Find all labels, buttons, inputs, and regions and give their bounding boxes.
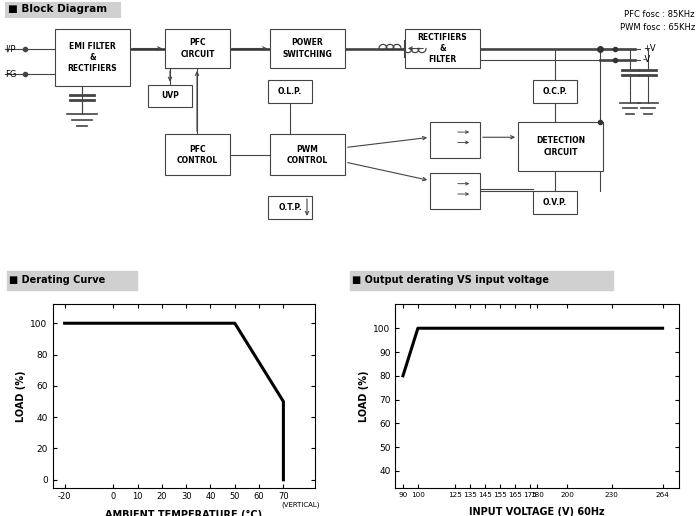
Text: (VERTICAL): (VERTICAL) bbox=[281, 502, 320, 508]
Bar bbox=[533, 80, 577, 103]
Text: O.V.P.: O.V.P. bbox=[543, 198, 567, 207]
Text: I/P: I/P bbox=[5, 44, 15, 53]
Bar bbox=[270, 29, 345, 68]
Text: POWER
SWITCHING: POWER SWITCHING bbox=[283, 39, 332, 58]
X-axis label: INPUT VOLTAGE (V) 60Hz: INPUT VOLTAGE (V) 60Hz bbox=[470, 507, 605, 516]
Bar bbox=[270, 134, 345, 175]
Bar bbox=[405, 29, 480, 68]
Text: ■ Output derating VS input voltage: ■ Output derating VS input voltage bbox=[352, 275, 549, 285]
Bar bbox=[518, 122, 603, 171]
Bar bbox=[5, 2, 120, 17]
Bar bbox=[268, 80, 312, 103]
Text: O.C.P.: O.C.P. bbox=[542, 87, 568, 96]
Text: RECTIFIERS
&
FILTER: RECTIFIERS & FILTER bbox=[418, 33, 468, 64]
Text: PFC fosc : 85KHz
PWM fosc : 65KHz: PFC fosc : 85KHz PWM fosc : 65KHz bbox=[620, 10, 695, 32]
Bar bbox=[430, 173, 480, 209]
Bar bbox=[533, 191, 577, 214]
Bar bbox=[350, 271, 612, 291]
Bar bbox=[430, 122, 480, 158]
Bar bbox=[7, 271, 136, 291]
Text: O.T.P.: O.T.P. bbox=[278, 203, 302, 212]
Text: ■ Block Diagram: ■ Block Diagram bbox=[8, 4, 107, 14]
Bar bbox=[165, 134, 230, 175]
X-axis label: AMBIENT TEMPERATURE (°C): AMBIENT TEMPERATURE (°C) bbox=[105, 510, 262, 516]
Bar bbox=[148, 85, 192, 107]
Text: -V: -V bbox=[643, 55, 651, 64]
Text: DETECTION
CIRCUIT: DETECTION CIRCUIT bbox=[536, 137, 585, 156]
Text: O.L.P.: O.L.P. bbox=[278, 87, 302, 96]
Text: EMI FILTER
&
RECTIFIERS: EMI FILTER & RECTIFIERS bbox=[68, 42, 118, 73]
Y-axis label: LOAD (%): LOAD (%) bbox=[359, 370, 369, 422]
Y-axis label: LOAD (%): LOAD (%) bbox=[16, 370, 26, 422]
Text: PWM
CONTROL: PWM CONTROL bbox=[287, 145, 328, 165]
Text: +V: +V bbox=[643, 44, 656, 53]
Text: PFC
CIRCUIT: PFC CIRCUIT bbox=[181, 39, 215, 58]
Text: ■ Derating Curve: ■ Derating Curve bbox=[9, 275, 105, 285]
Text: PFC
CONTROL: PFC CONTROL bbox=[177, 145, 218, 165]
Bar bbox=[165, 29, 230, 68]
Bar bbox=[55, 29, 130, 86]
Text: FG: FG bbox=[5, 70, 16, 79]
Bar bbox=[268, 196, 312, 219]
Text: UVP: UVP bbox=[161, 91, 179, 101]
